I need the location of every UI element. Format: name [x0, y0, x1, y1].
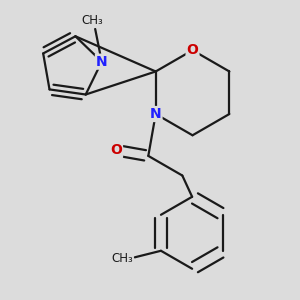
- Text: N: N: [96, 55, 107, 69]
- Text: O: O: [110, 143, 122, 157]
- Text: O: O: [187, 43, 199, 57]
- Text: N: N: [150, 107, 161, 121]
- Text: CH₃: CH₃: [81, 14, 103, 27]
- Text: CH₃: CH₃: [111, 253, 133, 266]
